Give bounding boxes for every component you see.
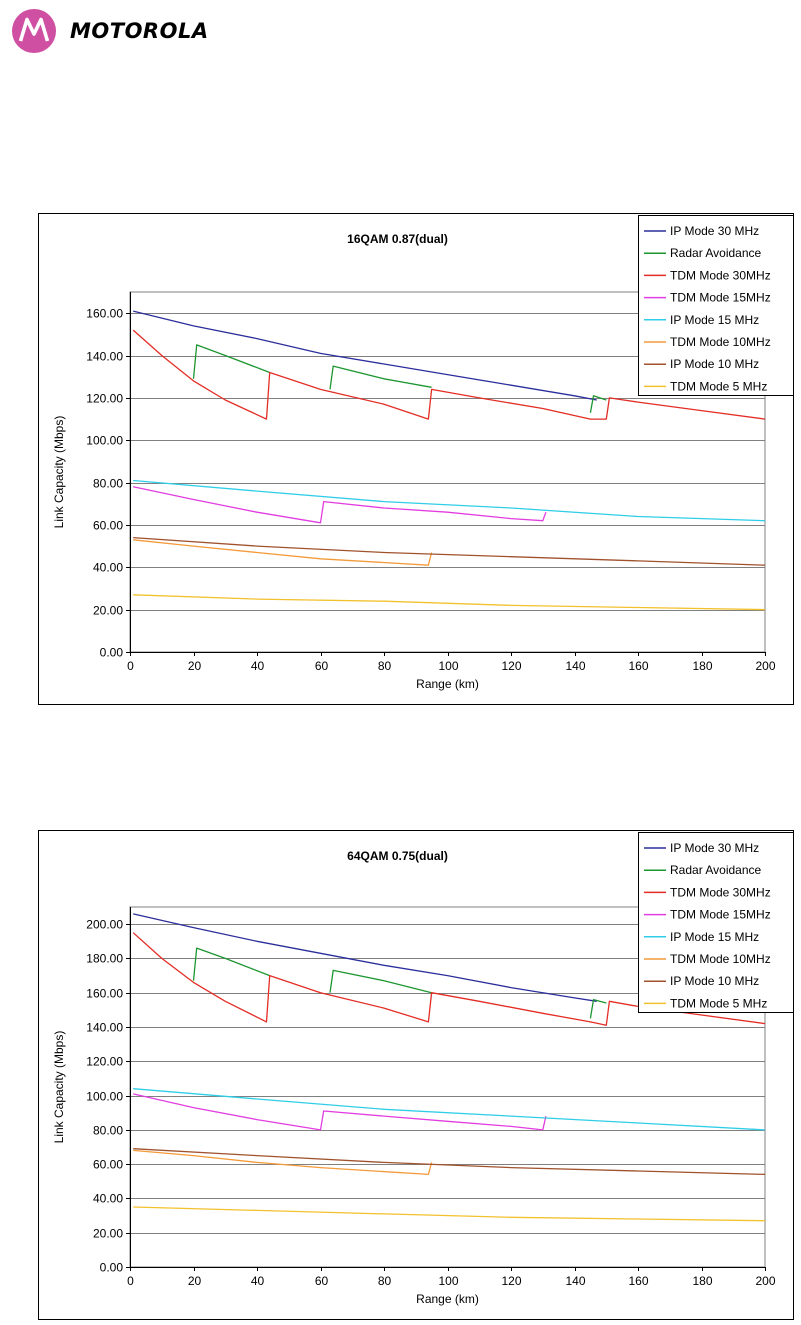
x-tick-label: 60 [315, 659, 329, 673]
y-tick-label: 140.00 [86, 1021, 123, 1035]
motorola-logo-icon [12, 9, 56, 53]
legend-label-tdm-mode-30mhz: TDM Mode 30MHz [670, 885, 771, 899]
series-line-tdm-mode-10mhz [133, 1149, 433, 1176]
brand-name: MOTOROLA [70, 19, 209, 43]
legend-label-ip-mode-30-mhz: IP Mode 30 MHz [670, 224, 759, 238]
y-tick-label: 60.00 [93, 1158, 123, 1172]
series-line-ip-mode-15-mhz [133, 1088, 766, 1131]
legend-label-ip-mode-15-mhz: IP Mode 15 MHz [670, 930, 759, 944]
chart-svg: 0.00 20.00 40.00 60.00 80.00 100.00 120.00 140.… [52, 832, 794, 1306]
x-tick-label: 140 [565, 1274, 585, 1288]
x-tick-label: 160 [628, 659, 648, 673]
x-axis-label: Range (km) [416, 677, 479, 691]
series-line-tdm-mode-10mhz [133, 539, 433, 566]
x-tick-label: 80 [378, 1274, 392, 1288]
x-tick-label: 20 [188, 659, 202, 673]
y-tick-label: 80.00 [93, 477, 123, 491]
y-tick-label: 180.00 [86, 952, 123, 966]
x-axis-label: Range (km) [416, 1292, 479, 1306]
x-tick-label: 120 [501, 659, 521, 673]
legend-label-tdm-mode-10mhz: TDM Mode 10MHz [670, 952, 771, 966]
legend-label-ip-mode-10-mhz: IP Mode 10 MHz [670, 974, 759, 988]
chart-16qam: 0.00 20.00 40.00 60.00 80.00 100.00 120.00 140.… [38, 213, 794, 705]
series-line-radar-avoidance [329, 969, 432, 994]
legend: IP Mode 30 MHz Radar Avoidance TDM Mode 30… [638, 215, 794, 396]
page-header: MOTOROLA [12, 8, 209, 54]
series-line-ip-mode-10-mhz [133, 1148, 766, 1176]
y-tick-label: 160.00 [86, 987, 123, 1001]
series-line-tdm-mode-15mhz [133, 486, 547, 524]
x-tick-label: 40 [251, 659, 265, 673]
y-tick-label: 60.00 [93, 519, 123, 533]
legend-label-tdm-mode-15mhz: TDM Mode 15MHz [670, 908, 771, 922]
y-tick-label: 140.00 [86, 350, 123, 364]
series-line-ip-mode-15-mhz [133, 479, 766, 522]
y-tick-label: 100.00 [86, 1090, 123, 1104]
legend-label-tdm-mode-15mhz: TDM Mode 15MHz [670, 291, 771, 305]
chart-64qam: 0.00 20.00 40.00 60.00 80.00 100.00 120.00 140.… [38, 830, 794, 1320]
series-line-ip-mode-30-mhz [133, 310, 597, 401]
y-tick-label: 160.00 [86, 307, 123, 321]
legend-label-tdm-mode-5-mhz: TDM Mode 5 MHz [670, 996, 767, 1010]
series-line-tdm-mode-30mhz [132, 932, 766, 1026]
x-tick-label: 200 [755, 659, 775, 673]
legend-label-radar-avoidance: Radar Avoidance [670, 863, 762, 877]
x-tick-label: 140 [565, 659, 585, 673]
legend-label-tdm-mode-5-mhz: TDM Mode 5 MHz [670, 379, 767, 393]
series-line-radar-avoidance [589, 998, 607, 1019]
x-tick-label: 120 [501, 1274, 521, 1288]
x-tick-label: 80 [378, 659, 392, 673]
legend-label-tdm-mode-10mhz: TDM Mode 10MHz [670, 335, 771, 349]
series-line-tdm-mode-5-mhz [133, 594, 766, 611]
x-tick-label: 100 [438, 1274, 458, 1288]
y-tick-label: 120.00 [86, 1055, 123, 1069]
x-tick-label: 180 [692, 1274, 712, 1288]
series-line-radar-avoidance [329, 365, 432, 390]
series-line-radar-avoidance [589, 395, 607, 413]
legend-label-ip-mode-10-mhz: IP Mode 10 MHz [670, 357, 759, 371]
y-tick-label: 40.00 [93, 1192, 123, 1206]
x-tick-label: 0 [127, 1274, 134, 1288]
y-tick-label: 120.00 [86, 392, 123, 406]
legend-label-radar-avoidance: Radar Avoidance [670, 246, 762, 260]
series-line-tdm-mode-15mhz [133, 1093, 547, 1131]
series-line-radar-avoidance [192, 947, 270, 981]
x-tick-label: 60 [315, 1274, 329, 1288]
legend-label-tdm-mode-30mhz: TDM Mode 30MHz [670, 268, 771, 282]
x-tick-label: 40 [251, 1274, 265, 1288]
chart-title: 64QAM 0.75(dual) [347, 849, 448, 863]
chart-title: 16QAM 0.87(dual) [347, 232, 448, 246]
legend: IP Mode 30 MHz Radar Avoidance TDM Mode 30… [638, 832, 794, 1013]
x-tick-label: 20 [188, 1274, 202, 1288]
y-tick-label: 0.00 [100, 646, 124, 660]
x-tick-label: 200 [755, 1274, 775, 1288]
x-tick-label: 0 [127, 659, 134, 673]
legend-label-ip-mode-30-mhz: IP Mode 30 MHz [670, 841, 759, 855]
y-axis-label: Link Capacity (Mbps) [52, 1031, 66, 1144]
y-tick-label: 200.00 [86, 918, 123, 932]
x-tick-label: 180 [692, 659, 712, 673]
series-line-ip-mode-30-mhz [133, 913, 597, 1002]
x-tick-label: 160 [628, 1274, 648, 1288]
legend-box [638, 215, 794, 396]
y-tick-label: 80.00 [93, 1124, 123, 1138]
x-tick-label: 100 [438, 659, 458, 673]
series-line-radar-avoidance [192, 344, 270, 379]
y-tick-label: 40.00 [93, 561, 123, 575]
series-line-tdm-mode-5-mhz [133, 1206, 766, 1222]
legend-label-ip-mode-15-mhz: IP Mode 15 MHz [670, 313, 759, 327]
y-tick-label: 20.00 [93, 604, 123, 618]
y-axis-label: Link Capacity (Mbps) [52, 416, 66, 529]
y-tick-label: 100.00 [86, 434, 123, 448]
legend-box [638, 832, 794, 1013]
chart-svg: 0.00 20.00 40.00 60.00 80.00 100.00 120.00 140.… [52, 215, 794, 691]
y-tick-label: 20.00 [93, 1227, 123, 1241]
series-line-ip-mode-10-mhz [133, 536, 766, 566]
series-line-tdm-mode-30mhz [132, 329, 766, 420]
y-tick-label: 0.00 [100, 1261, 124, 1275]
